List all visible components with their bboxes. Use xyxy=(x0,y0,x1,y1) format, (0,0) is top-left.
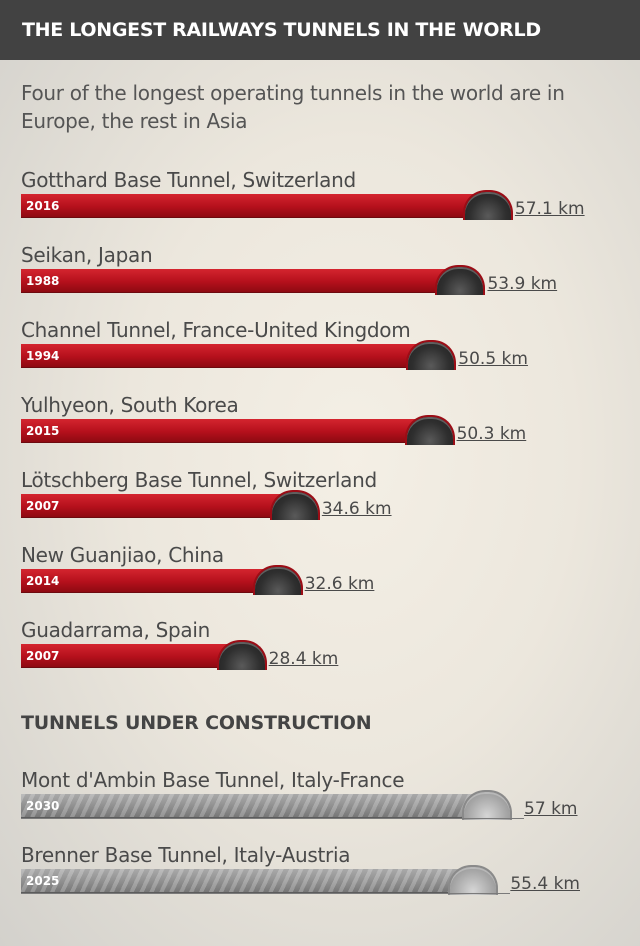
bar-value-label: 32.6 km xyxy=(304,574,375,594)
bar-year-label: 1994 xyxy=(26,349,60,363)
bar-value-label: 34.6 km xyxy=(321,499,392,519)
bar-year-label: 1988 xyxy=(26,274,60,288)
tunnel-portal-icon xyxy=(269,490,320,520)
bar-year-label: 2014 xyxy=(26,574,60,588)
bar: 2014 xyxy=(21,565,303,595)
bar-value-label: 55.4 km xyxy=(510,874,580,894)
tunnel-portal-icon xyxy=(406,340,457,370)
bar-value-label: 50.5 km xyxy=(458,349,528,369)
bar-category-label: New Guanjiao, China xyxy=(21,543,224,567)
bar-category-label: Lötschberg Base Tunnel, Switzerland xyxy=(21,468,377,492)
bar: 2007 xyxy=(21,640,267,670)
bar-value-label: 57.1 km xyxy=(514,199,585,219)
bar: 2015 xyxy=(21,415,455,445)
bar-year-label: 2007 xyxy=(26,649,60,663)
bar-year-label: 2016 xyxy=(26,199,60,213)
bar: 2025 xyxy=(21,865,499,895)
bar: 2007 xyxy=(21,490,320,520)
bar-value-label: 53.9 km xyxy=(487,274,558,294)
chart-title: THE LONGEST RAILWAYS TUNNELS IN THE WORL… xyxy=(22,19,541,41)
bar-baseline xyxy=(21,818,525,819)
bar-year-label: 2030 xyxy=(26,799,60,813)
tunnel-portal-icon xyxy=(216,640,267,670)
bar-year-label: 2007 xyxy=(26,499,60,513)
bar-category-label: Guadarrama, Spain xyxy=(21,618,210,642)
bar: 1988 xyxy=(21,265,486,295)
bar-value-label: 50.3 km xyxy=(456,424,527,444)
tunnel-portal-icon xyxy=(462,790,513,820)
bar-category-label: Brenner Base Tunnel, Italy-Austria xyxy=(21,843,351,867)
bar-year-label: 2025 xyxy=(26,874,60,888)
bar-value-label: 57 km xyxy=(524,799,578,819)
chart-subtitle: Four of the longest operating tunnels in… xyxy=(21,81,565,133)
section-heading-construction: TUNNELS UNDER CONSTRUCTION xyxy=(21,712,372,734)
bar-year-label: 2015 xyxy=(26,424,60,438)
bar: 2016 xyxy=(21,190,513,220)
tunnel-portal-icon xyxy=(435,265,486,295)
bar-category-label: Mont d'Ambin Base Tunnel, Italy-France xyxy=(21,768,405,792)
bar-category-label: Yulhyeon, South Korea xyxy=(21,393,239,417)
tunnel-portal-icon xyxy=(462,190,513,220)
tunnel-portal-icon xyxy=(404,415,455,445)
bar-category-label: Channel Tunnel, France-United Kingdom xyxy=(21,318,411,342)
bar: 1994 xyxy=(21,340,457,370)
bar: 2030 xyxy=(21,790,513,820)
tunnel-portal-icon xyxy=(448,865,499,895)
chart-header: THE LONGEST RAILWAYS TUNNELS IN THE WORL… xyxy=(0,0,640,60)
bar-category-label: Seikan, Japan xyxy=(21,243,153,267)
bar-value-label: 28.4 km xyxy=(268,649,339,669)
tunnel-portal-icon xyxy=(252,565,303,595)
bar-baseline xyxy=(21,893,511,894)
bar-category-label: Gotthard Base Tunnel, Switzerland xyxy=(21,168,356,192)
